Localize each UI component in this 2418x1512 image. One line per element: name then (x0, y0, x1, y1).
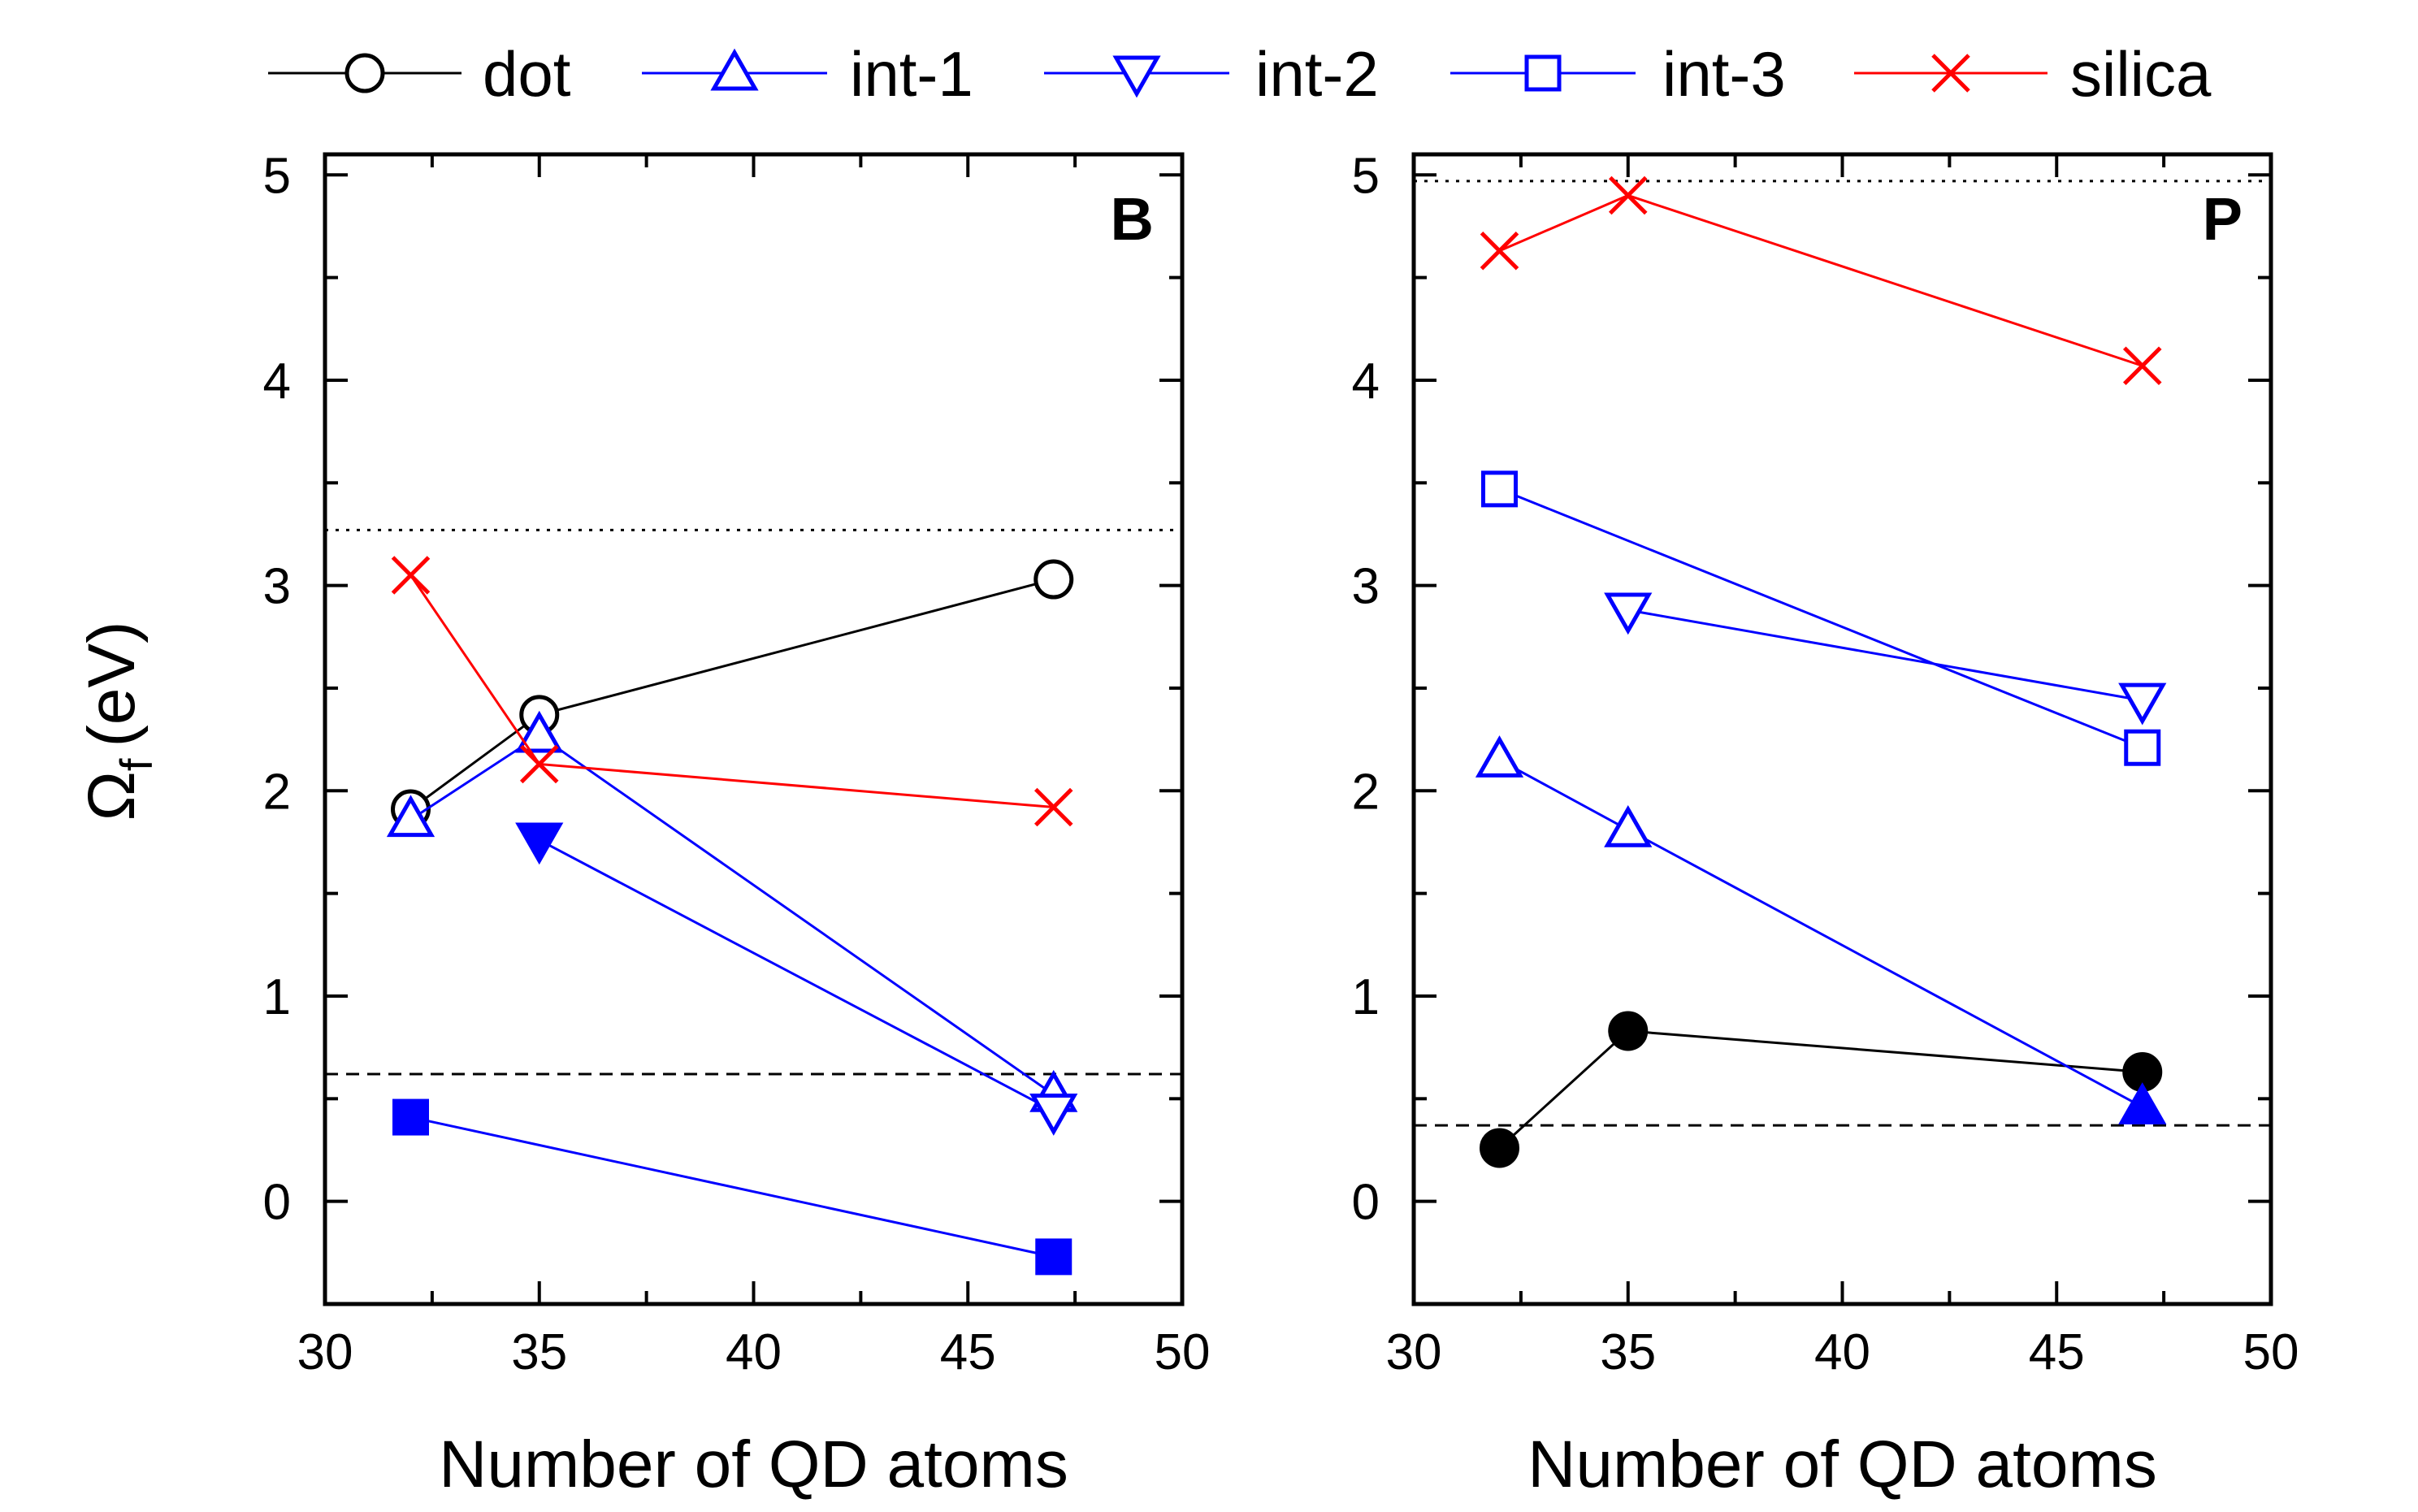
x-tick-label: 30 (1386, 1324, 1442, 1380)
series-int1 (1475, 735, 2167, 1124)
data-point-silica (1480, 231, 1519, 271)
y-axis-title: Ωf (eV) (75, 622, 162, 821)
legend-marker-int1 (710, 48, 759, 91)
series-silica (1480, 175, 2162, 386)
y-tick-label: 3 (1352, 559, 1380, 615)
series-int3 (1481, 470, 2161, 766)
y-tick-label: 4 (263, 353, 291, 409)
data-point-silica (391, 556, 431, 595)
y-axis-symbol: Ω (75, 771, 149, 821)
x-tick-label: 30 (297, 1324, 353, 1380)
y-axis-subscript: f (110, 758, 162, 771)
y-tick-label: 2 (1352, 764, 1380, 820)
x-tick-label: 40 (726, 1324, 782, 1380)
panel-label: B (1111, 185, 1154, 253)
legend-item-dot: dot (268, 38, 571, 110)
x-tick-label: 35 (511, 1324, 567, 1380)
data-point-dot (1608, 1011, 1649, 1051)
series-line-silica (410, 574, 1054, 809)
data-point-silica (1034, 787, 1073, 827)
legend-item-int3: int-3 (1450, 38, 1786, 110)
x-tick-label: 45 (940, 1324, 996, 1380)
legend-label-int3: int-3 (1662, 38, 1786, 110)
legend-label-int1: int-1 (850, 38, 973, 110)
series-silica (391, 556, 1073, 827)
plot-frame (1411, 152, 2273, 1306)
y-tick-label: 1 (263, 969, 291, 1025)
data-point-int2 (515, 822, 564, 865)
y-tick-label: 2 (263, 764, 291, 820)
series-line-int2 (539, 838, 1055, 1112)
x-tick-label: 50 (1155, 1324, 1211, 1380)
data-point-int1 (1604, 804, 1653, 847)
y-tick-label: 3 (263, 559, 291, 615)
legend-label-dot: dot (483, 38, 571, 110)
series-line-dot (410, 578, 1055, 811)
data-point-int3 (1481, 470, 1518, 508)
legend-label-int2: int-2 (1255, 38, 1379, 110)
data-point-int1 (515, 710, 564, 753)
series-line-int1 (1498, 759, 2143, 1108)
x-axis-title: Number of QD atoms (1528, 1428, 2157, 1501)
x-tick-label: 35 (1600, 1324, 1656, 1380)
x-axis-title: Number of QD atoms (439, 1428, 1068, 1501)
data-point-int3 (2124, 729, 2161, 766)
legend-item-silica: silica (1854, 38, 2212, 110)
x-tick-label: 45 (2029, 1324, 2085, 1380)
data-point-int1 (2118, 1082, 2167, 1124)
legend-label-silica: silica (2070, 38, 2212, 110)
y-tick-label: 1 (1352, 969, 1380, 1025)
series-line-dot (1498, 1029, 2143, 1150)
data-point-int1 (1475, 735, 1524, 778)
data-point-int3 (1035, 1238, 1072, 1276)
series-line-int2 (1627, 609, 2143, 702)
series-int2 (1604, 592, 2167, 726)
legend: dot int-1 int-2 int-3 silica (268, 38, 2212, 110)
x-tick-label: 40 (1814, 1324, 1870, 1380)
series-int3 (392, 1098, 1072, 1276)
data-point-silica (2122, 346, 2162, 386)
y-tick-label: 5 (1352, 148, 1380, 204)
series-dot (391, 559, 1074, 830)
series-dot (1480, 1011, 2163, 1168)
data-point-silica (519, 744, 559, 784)
y-tick-label: 0 (263, 1175, 291, 1231)
legend-marker-dot (344, 53, 385, 93)
data-point-int2 (1029, 1094, 1078, 1136)
series-int2 (515, 822, 1078, 1136)
legend-marker-int2 (1112, 55, 1161, 98)
y-tick-label: 0 (1352, 1175, 1380, 1231)
data-point-int1 (386, 795, 436, 838)
legend-item-int2: int-2 (1044, 38, 1379, 110)
legend-marker-silica (1931, 54, 1970, 93)
data-point-dot (1034, 559, 1074, 600)
data-point-silica (1608, 175, 1648, 215)
data-point-dot (1480, 1128, 1519, 1168)
data-point-int2 (2118, 682, 2167, 726)
data-point-int3 (392, 1098, 429, 1136)
panel-label: P (2203, 185, 2242, 253)
legend-item-int1: int-1 (642, 38, 973, 110)
series-line-int3 (410, 1116, 1055, 1259)
x-tick-label: 50 (2243, 1324, 2299, 1380)
legend-marker-int3 (1524, 54, 1562, 92)
series-line-silica (1498, 193, 2143, 367)
y-axis-unit: (eV) (75, 622, 149, 747)
y-tick-label: 4 (1352, 353, 1380, 409)
data-point-int2 (1604, 592, 1653, 635)
series-line-int1 (410, 734, 1055, 1096)
series-line-int3 (1498, 487, 2143, 749)
y-tick-label: 5 (263, 148, 291, 204)
series-int1 (386, 710, 1078, 1112)
